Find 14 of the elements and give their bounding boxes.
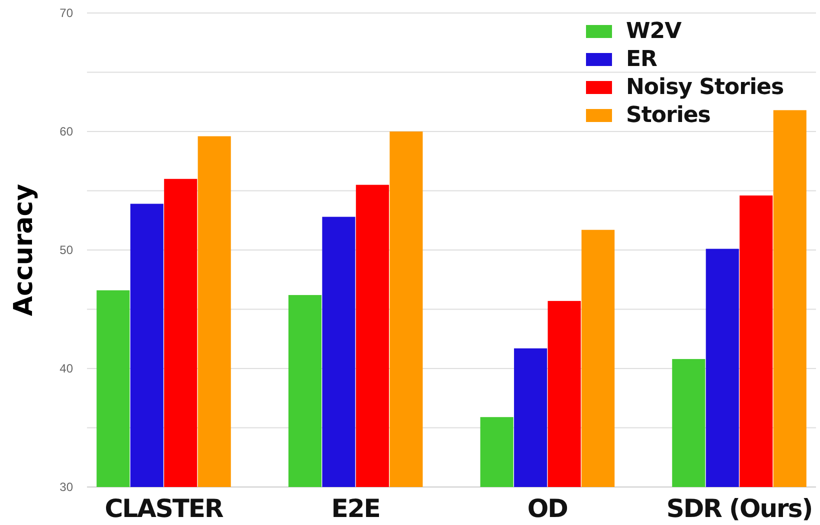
y-axis-title: Accuracy <box>9 184 39 316</box>
x-tick-label: OD <box>527 494 568 523</box>
legend-label: Noisy Stories <box>626 75 784 100</box>
y-tick-label: 40 <box>60 362 74 376</box>
legend-label: ER <box>626 47 658 72</box>
y-tick-label: 70 <box>60 6 74 20</box>
legend-label: Stories <box>626 103 711 128</box>
x-tick-label: SDR (Ours) <box>666 494 812 523</box>
y-tick-label: 50 <box>60 243 74 258</box>
x-tick-label: E2E <box>331 494 380 523</box>
legend-label: W2V <box>626 19 682 44</box>
y-tick-label: 60 <box>60 124 74 139</box>
x-tick-label: CLASTER <box>104 494 224 523</box>
y-tick-label: 30 <box>60 480 74 494</box>
